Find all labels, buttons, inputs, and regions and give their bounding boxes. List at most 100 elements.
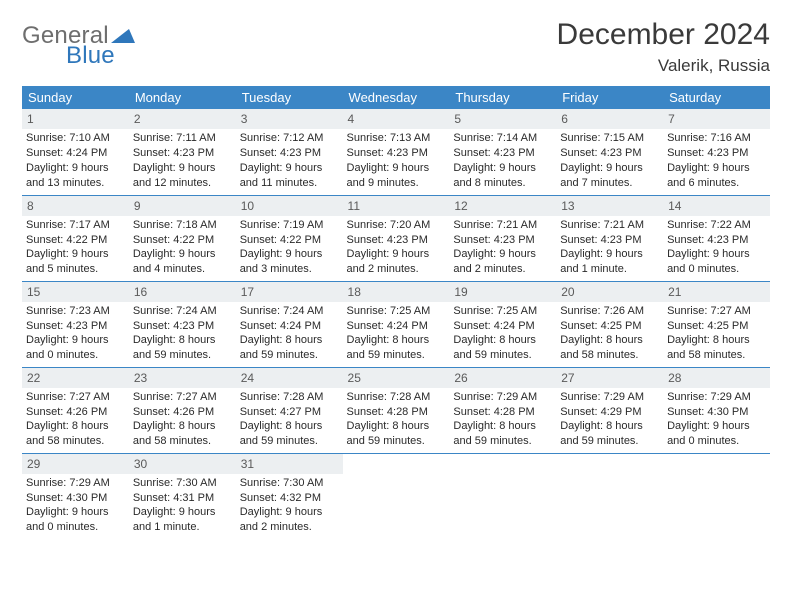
daylight-text: Daylight: 9 hours and 2 minutes. <box>453 247 552 277</box>
day-details: Sunrise: 7:20 AMSunset: 4:23 PMDaylight:… <box>343 218 450 280</box>
sunset-text: Sunset: 4:32 PM <box>240 491 339 506</box>
sunrise-text: Sunrise: 7:29 AM <box>667 390 766 405</box>
day-number: 13 <box>556 196 663 216</box>
sunrise-text: Sunrise: 7:14 AM <box>453 131 552 146</box>
calendar-day-cell <box>449 453 556 539</box>
sunset-text: Sunset: 4:28 PM <box>453 405 552 420</box>
calendar-day-cell: 24Sunrise: 7:28 AMSunset: 4:27 PMDayligh… <box>236 367 343 453</box>
calendar-day-cell: 7Sunrise: 7:16 AMSunset: 4:23 PMDaylight… <box>663 109 770 195</box>
calendar-day-cell: 13Sunrise: 7:21 AMSunset: 4:23 PMDayligh… <box>556 195 663 281</box>
sunset-text: Sunset: 4:23 PM <box>453 146 552 161</box>
daylight-text: Daylight: 9 hours and 2 minutes. <box>347 247 446 277</box>
weekday-header: Tuesday <box>236 86 343 109</box>
weekday-header: Thursday <box>449 86 556 109</box>
calendar-day-cell: 19Sunrise: 7:25 AMSunset: 4:24 PMDayligh… <box>449 281 556 367</box>
sunset-text: Sunset: 4:23 PM <box>133 319 232 334</box>
calendar-day-cell: 11Sunrise: 7:20 AMSunset: 4:23 PMDayligh… <box>343 195 450 281</box>
day-number: 6 <box>556 109 663 129</box>
sunrise-text: Sunrise: 7:29 AM <box>26 476 125 491</box>
sunset-text: Sunset: 4:24 PM <box>347 319 446 334</box>
day-number: 31 <box>236 454 343 474</box>
sunset-text: Sunset: 4:22 PM <box>133 233 232 248</box>
calendar-day-cell: 5 Sunrise: 7:14 AMSunset: 4:23 PMDaylight… <box>449 109 556 195</box>
sunrise-text: Sunrise: 7:25 AM <box>347 304 446 319</box>
calendar-week-row: 8Sunrise: 7:17 AMSunset: 4:22 PMDaylight… <box>22 195 770 281</box>
sunrise-text: Sunrise: 7:16 AM <box>667 131 766 146</box>
day-number: 16 <box>129 282 236 302</box>
sunset-text: Sunset: 4:24 PM <box>240 319 339 334</box>
sunset-text: Sunset: 4:23 PM <box>560 233 659 248</box>
sunset-text: Sunset: 4:30 PM <box>667 405 766 420</box>
calendar-day-cell <box>343 453 450 539</box>
day-number: 10 <box>236 196 343 216</box>
day-number: 22 <box>22 368 129 388</box>
daylight-text: Daylight: 9 hours and 1 minute. <box>133 505 232 535</box>
day-number: 3 <box>236 109 343 129</box>
day-number: 11 <box>343 196 450 216</box>
day-number: 1 <box>22 109 129 129</box>
daylight-text: Daylight: 8 hours and 58 minutes. <box>560 333 659 363</box>
sunrise-text: Sunrise: 7:25 AM <box>453 304 552 319</box>
day-details: Sunrise: 7:26 AMSunset: 4:25 PMDaylight:… <box>556 304 663 366</box>
day-details: Sunrise: 7:27 AMSunset: 4:25 PMDaylight:… <box>663 304 770 366</box>
daylight-text: Daylight: 8 hours and 59 minutes. <box>347 419 446 449</box>
logo-text-blue: Blue <box>66 44 137 68</box>
calendar-day-cell: 4Sunrise: 7:13 AMSunset: 4:23 PMDaylight… <box>343 109 450 195</box>
sunset-text: Sunset: 4:25 PM <box>560 319 659 334</box>
sunrise-text: Sunrise: 7:13 AM <box>347 131 446 146</box>
daylight-text: Daylight: 9 hours and 0 minutes. <box>667 419 766 449</box>
daylight-text: Daylight: 9 hours and 8 minutes. <box>453 161 552 191</box>
day-details: Sunrise: 7:27 AMSunset: 4:26 PMDaylight:… <box>129 390 236 452</box>
daylight-text: Daylight: 9 hours and 4 minutes. <box>133 247 232 277</box>
sunset-text: Sunset: 4:22 PM <box>240 233 339 248</box>
location: Valerik, Russia <box>557 56 770 76</box>
calendar-day-cell: 25Sunrise: 7:28 AMSunset: 4:28 PMDayligh… <box>343 367 450 453</box>
daylight-text: Daylight: 8 hours and 58 minutes. <box>133 419 232 449</box>
sunset-text: Sunset: 4:22 PM <box>26 233 125 248</box>
weekday-header: Monday <box>129 86 236 109</box>
sunset-text: Sunset: 4:24 PM <box>26 146 125 161</box>
sunset-text: Sunset: 4:29 PM <box>560 405 659 420</box>
daylight-text: Daylight: 9 hours and 2 minutes. <box>240 505 339 535</box>
calendar-day-cell: 16Sunrise: 7:24 AMSunset: 4:23 PMDayligh… <box>129 281 236 367</box>
day-number: 19 <box>449 282 556 302</box>
sunrise-text: Sunrise: 7:21 AM <box>453 218 552 233</box>
day-details: Sunrise: 7:24 AMSunset: 4:23 PMDaylight:… <box>129 304 236 366</box>
sunrise-text: Sunrise: 7:19 AM <box>240 218 339 233</box>
daylight-text: Daylight: 8 hours and 59 minutes. <box>347 333 446 363</box>
sunrise-text: Sunrise: 7:27 AM <box>26 390 125 405</box>
sunrise-text: Sunrise: 7:12 AM <box>240 131 339 146</box>
sunrise-text: Sunrise: 7:20 AM <box>347 218 446 233</box>
calendar-day-cell: 12Sunrise: 7:21 AMSunset: 4:23 PMDayligh… <box>449 195 556 281</box>
sunset-text: Sunset: 4:23 PM <box>347 146 446 161</box>
calendar-day-cell: 20Sunrise: 7:26 AMSunset: 4:25 PMDayligh… <box>556 281 663 367</box>
day-number: 2 <box>129 109 236 129</box>
day-details: Sunrise: 7:27 AMSunset: 4:26 PMDaylight:… <box>22 390 129 452</box>
day-number: 28 <box>663 368 770 388</box>
calendar-day-cell: 31Sunrise: 7:30 AMSunset: 4:32 PMDayligh… <box>236 453 343 539</box>
sunset-text: Sunset: 4:30 PM <box>26 491 125 506</box>
sunrise-text: Sunrise: 7:21 AM <box>560 218 659 233</box>
weekday-header: Friday <box>556 86 663 109</box>
sunset-text: Sunset: 4:23 PM <box>240 146 339 161</box>
day-details: Sunrise: 7:13 AMSunset: 4:23 PMDaylight:… <box>343 131 450 193</box>
sunrise-text: Sunrise: 7:29 AM <box>560 390 659 405</box>
day-number: 9 <box>129 196 236 216</box>
calendar-day-cell: 28 Sunrise: 7:29 AMSunset: 4:30 PMDayligh… <box>663 367 770 453</box>
sunset-text: Sunset: 4:27 PM <box>240 405 339 420</box>
day-details: Sunrise: 7:19 AMSunset: 4:22 PMDaylight:… <box>236 218 343 280</box>
daylight-text: Daylight: 8 hours and 58 minutes. <box>667 333 766 363</box>
day-number: 15 <box>22 282 129 302</box>
sunrise-text: Sunrise: 7:11 AM <box>133 131 232 146</box>
day-number: 25 <box>343 368 450 388</box>
sunrise-text: Sunrise: 7:26 AM <box>560 304 659 319</box>
sunset-text: Sunset: 4:23 PM <box>347 233 446 248</box>
day-details: Sunrise: 7:28 AMSunset: 4:27 PMDaylight:… <box>236 390 343 452</box>
calendar-day-cell: 30Sunrise: 7:30 AMSunset: 4:31 PMDayligh… <box>129 453 236 539</box>
daylight-text: Daylight: 8 hours and 59 minutes. <box>453 333 552 363</box>
sunset-text: Sunset: 4:23 PM <box>560 146 659 161</box>
day-number: 5 <box>449 109 556 129</box>
calendar-day-cell: 26Sunrise: 7:29 AMSunset: 4:28 PMDayligh… <box>449 367 556 453</box>
calendar-day-cell: 23Sunrise: 7:27 AMSunset: 4:26 PMDayligh… <box>129 367 236 453</box>
calendar-day-cell: 18Sunrise: 7:25 AMSunset: 4:24 PMDayligh… <box>343 281 450 367</box>
